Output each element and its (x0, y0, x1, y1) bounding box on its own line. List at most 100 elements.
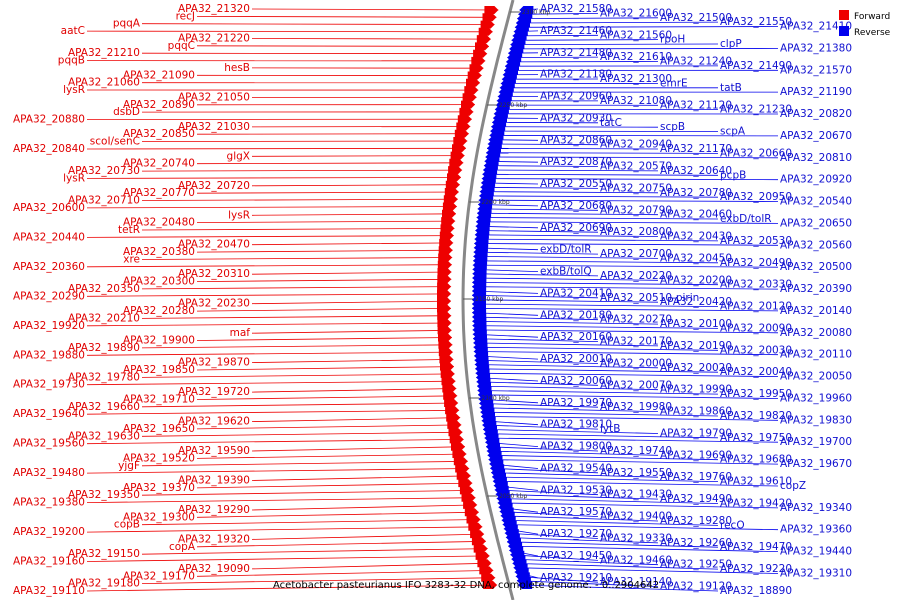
label-connector (476, 221, 779, 224)
gene-label: APA32_21050 (178, 91, 250, 103)
gene-label: APA32_20330 (720, 279, 792, 291)
gene-label: rpoH (660, 34, 685, 46)
label-connector (494, 489, 599, 496)
label-connector (196, 278, 452, 282)
forward-gene-feature (478, 27, 493, 36)
label-connector (511, 39, 659, 41)
label-connector (473, 342, 659, 347)
gene-label: APA32_20870 (540, 156, 612, 168)
label-connector (477, 394, 779, 399)
label-connector (196, 308, 452, 312)
gene-label: APA32_20710 (68, 195, 140, 207)
label-connector (473, 251, 599, 255)
label-connectors (86, 8, 779, 592)
gene-label: APA32_21410 (780, 21, 852, 33)
label-connector (475, 372, 779, 377)
label-connector (474, 234, 659, 237)
label-connector (486, 450, 659, 456)
gene-label: APA32_21570 (780, 64, 852, 76)
label-connector (510, 43, 719, 45)
forward-gene-feature (466, 515, 481, 524)
label-connector (514, 26, 779, 28)
gene-label: APA32_19360 (780, 524, 852, 536)
gene-label: APA32_19860 (660, 406, 732, 418)
gene-label: APA32_20650 (780, 217, 852, 229)
forward-gene-feature (469, 64, 484, 73)
forward-gene-feature (468, 522, 483, 531)
gene-label: APA32_20430 (660, 231, 732, 243)
label-connector (472, 277, 659, 281)
label-connector (251, 475, 471, 481)
gene-label: APA32_19870 (178, 357, 250, 369)
gene-label: APA32_19880 (13, 349, 85, 361)
forward-gene-feature (464, 508, 479, 517)
forward-gene-feature (445, 406, 460, 415)
gene-label: APA32_19390 (178, 475, 250, 487)
gene-label: APA32_19790 (660, 428, 732, 440)
forward-gene-feature (449, 158, 464, 167)
label-connector (479, 195, 719, 198)
forward-gene-feature (451, 442, 465, 451)
gene-label: APA32_20850 (123, 128, 195, 140)
forward-gene-feature (470, 530, 485, 539)
label-connector (472, 286, 779, 290)
gene-label: APA32_20040 (720, 366, 792, 378)
forward-gene-feature (446, 413, 461, 422)
label-connector (86, 555, 490, 562)
label-connector (86, 147, 467, 150)
label-connector (86, 380, 456, 386)
label-connector (471, 299, 659, 303)
gene-label: APA32_20540 (780, 196, 852, 208)
forward-gene-feature (437, 311, 452, 320)
gene-label: hesB (224, 62, 250, 74)
gene-label: APA32_20280 (123, 305, 195, 317)
gene-label: APA32_19420 (720, 498, 792, 510)
gene-label: APA32_19090 (178, 563, 250, 575)
gene-label: APA32_20820 (780, 108, 852, 120)
label-connector (487, 143, 599, 146)
gene-label: APA32_21120 (660, 99, 732, 111)
gene-label: APA32_19300 (123, 511, 195, 523)
gene-label: APA32_19250 (660, 559, 732, 571)
label-connector (86, 235, 454, 238)
label-connector (472, 316, 599, 321)
gene-label: APA32_20120 (720, 301, 792, 313)
gene-label: APA32_20100 (660, 318, 732, 330)
gene-label: APA32_19110 (13, 585, 85, 597)
label-connector (477, 208, 599, 211)
forward-gene-feature (452, 450, 467, 458)
label-connector (251, 533, 485, 540)
forward-gene-feature (443, 391, 458, 400)
label-connector (480, 416, 779, 421)
gene-label: APA32_20790 (600, 204, 672, 216)
forward-gene-feature (438, 333, 452, 342)
label-connector (507, 56, 599, 58)
label-connector (251, 329, 452, 334)
label-connector (506, 541, 719, 548)
gene-label: lysR (228, 209, 250, 221)
label-connector (492, 480, 779, 487)
gene-label: APA32_20070 (600, 379, 672, 391)
label-connector (196, 45, 490, 47)
gene-label: APA32_20530 (720, 235, 792, 247)
forward-gene-feature (461, 100, 475, 109)
gene-label: APA32_20220 (600, 270, 672, 282)
gene-label: aatC (61, 25, 85, 37)
gene-label: APA32_19430 (600, 489, 672, 501)
gene-label: APA32_21190 (780, 86, 852, 98)
forward-gene-feature (476, 35, 491, 44)
label-connector (196, 191, 459, 194)
forward-gene-feature (443, 195, 458, 204)
gene-label: pqqC (168, 40, 195, 52)
forward-gene-feature (475, 551, 490, 560)
label-connector (251, 271, 452, 275)
legend-reverse-swatch (839, 26, 849, 36)
forward-gene-feature (467, 71, 482, 80)
forward-gene-feature (455, 464, 470, 473)
genome-backbone (461, 0, 515, 600)
label-connector (141, 460, 468, 467)
forward-gene-feature (463, 500, 478, 509)
gene-label: scpA (720, 126, 746, 138)
gene-label: APA32_21060 (68, 77, 140, 89)
forward-gene-feature (449, 435, 464, 444)
